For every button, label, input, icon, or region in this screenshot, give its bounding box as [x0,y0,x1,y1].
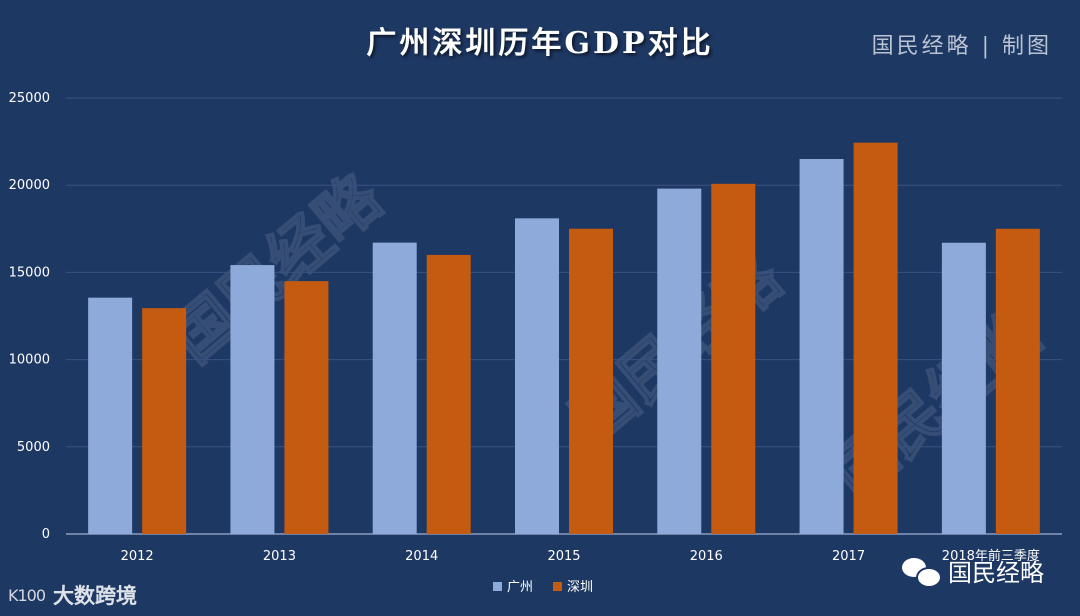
chart-title: 广州深圳历年GDP对比 [366,26,714,61]
wechat-account-badge: 国民经略 [902,553,1044,588]
bar-广州-2017 [799,158,844,535]
bar-深圳-2014 [426,254,471,535]
x-tick-label: 2015 [547,549,580,564]
watermark-1: 国民经略 [158,160,396,376]
bar-广州-2015 [515,218,559,534]
legend-swatch-广州 [493,582,502,591]
bar-深圳-2017 [853,142,898,534]
bar-深圳-2012 [142,308,187,534]
x-tick-label: 2016 [690,549,723,564]
credit-label: 国民经略 | 制图 [871,34,1052,59]
bar-广州-2018年前三季度 [941,242,986,534]
legend-label-深圳: 深圳 [567,580,593,595]
bar-深圳-2016 [711,183,756,534]
x-tick-label: 2017 [832,549,865,564]
wechat-account-name: 国民经略 [948,559,1044,587]
y-tick-label: 5000 [17,440,50,455]
y-tick-label: 10000 [9,353,50,368]
bar-深圳-2015 [569,228,613,534]
y-tick-label: 0 [42,527,50,542]
wechat-icon [902,556,942,588]
bar-广州-2014 [372,242,417,534]
brand-name: 大数跨境 [53,584,138,608]
legend-label-广州: 广州 [507,580,533,595]
brand-watermark: K100 大数跨境 [8,580,137,610]
x-tick-label: 2013 [263,549,296,564]
legend-swatch-深圳 [553,582,562,591]
bar-深圳-2013 [284,281,329,534]
k100-icon: K100 [8,585,46,605]
x-tick-label: 2014 [405,549,438,564]
x-tick-label: 2018年前三季度 [942,548,1040,564]
y-tick-label: 15000 [9,265,50,280]
x-tick-label: 2012 [121,549,154,564]
bar-广州-2013 [230,265,275,534]
bar-深圳-2018年前三季度 [995,228,1040,535]
y-tick-label: 20000 [9,178,50,193]
bar-广州-2016 [657,188,702,534]
y-tick-label: 25000 [9,91,50,106]
bar-广州-2012 [88,297,133,534]
